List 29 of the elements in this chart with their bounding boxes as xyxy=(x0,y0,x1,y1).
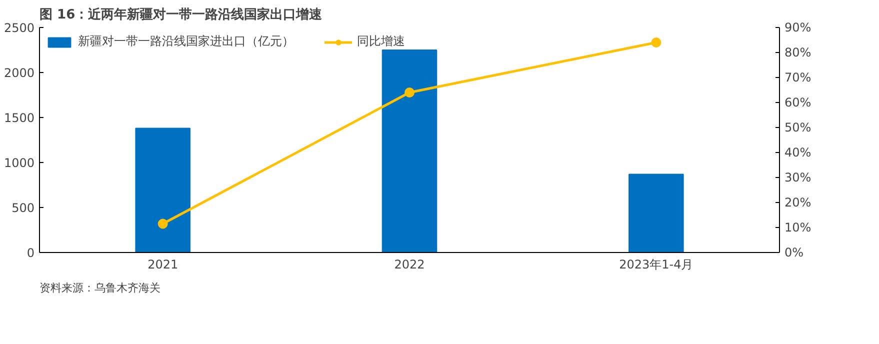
y2-tick-label: 60% xyxy=(784,96,812,110)
y-tick-label: 500 xyxy=(12,201,34,215)
bar xyxy=(135,128,190,252)
bar xyxy=(628,174,684,252)
text: 资料来源：乌鲁木齐海关 xyxy=(40,282,160,294)
y2-tick-label: 40% xyxy=(784,146,812,160)
bar xyxy=(382,50,438,252)
y-tick-label: 0 xyxy=(26,246,35,260)
y-tick-label: 2500 xyxy=(4,21,35,35)
x-tick-label: 2022 xyxy=(394,258,425,272)
y-tick-label: 2000 xyxy=(4,66,35,80)
chart-title: 图 16：近两年新疆对一带一路沿线国家出口增速 xyxy=(40,6,324,22)
x-tick-label: 2023年1-4月 xyxy=(619,258,694,272)
y2-tick-label: 10% xyxy=(784,220,812,234)
x-tick-label: 2021 xyxy=(148,258,178,272)
y2-tick-label: 30% xyxy=(784,170,812,184)
point xyxy=(651,38,662,48)
y2-tick-label: 20% xyxy=(784,196,812,210)
legend-label: 新疆对一带一路沿线国家进出口（亿元） xyxy=(78,33,294,50)
y2-tick-label: 90% xyxy=(784,20,812,34)
y2-tick-label: 50% xyxy=(784,120,812,134)
legend-label: 同比增速 xyxy=(357,33,405,50)
y2-tick-label: 80% xyxy=(784,46,812,60)
y-tick-label: 1500 xyxy=(4,111,35,125)
y2-tick-label: 0% xyxy=(784,246,804,260)
y2-tick-label: 70% xyxy=(784,70,812,84)
point xyxy=(158,218,168,229)
y-tick-label: 1000 xyxy=(4,156,35,170)
point xyxy=(404,88,414,98)
